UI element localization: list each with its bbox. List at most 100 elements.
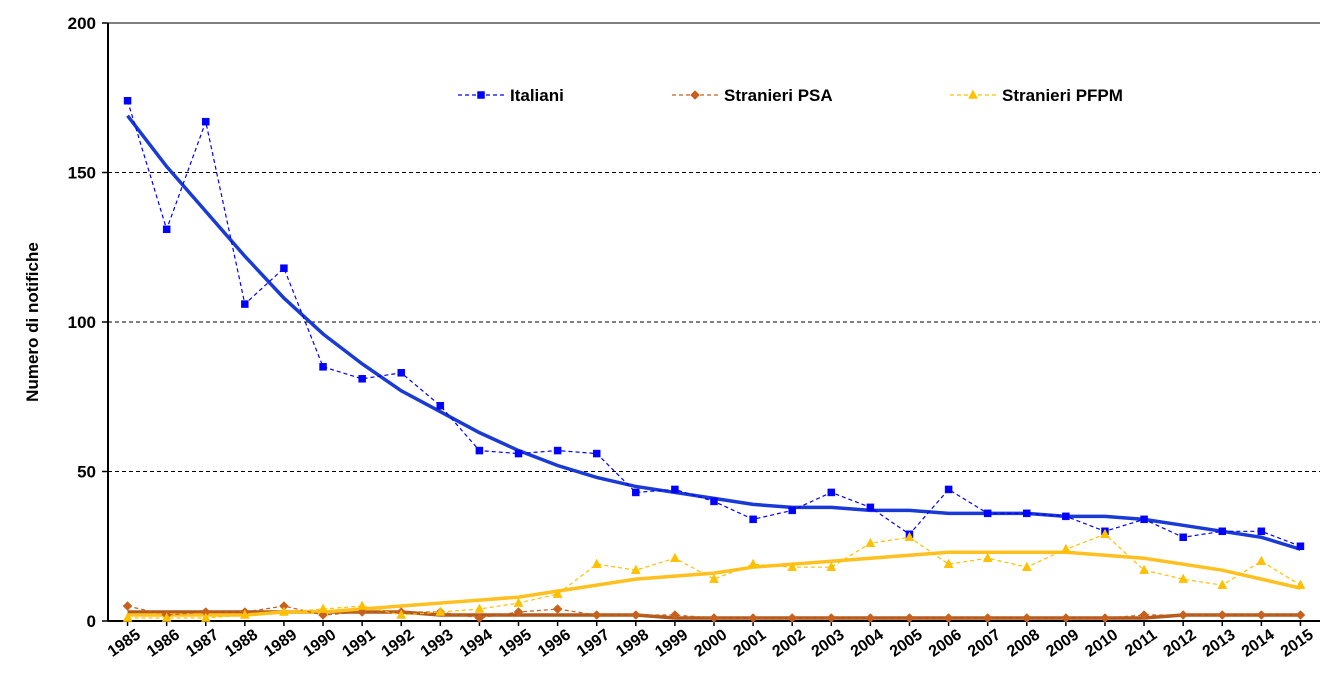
x-tick-label: 1992: [379, 626, 418, 660]
x-tick-label: 2006: [926, 626, 965, 660]
data-point: [122, 601, 133, 611]
data-point: [1296, 542, 1305, 550]
legend-marker: [477, 91, 485, 99]
data-point: [827, 488, 836, 497]
data-point: [1023, 509, 1031, 518]
data-point: [514, 449, 523, 458]
x-tick-label: 2012: [1161, 626, 1200, 660]
legend-label: Stranieri PSA: [724, 86, 833, 105]
data-point: [1139, 610, 1149, 620]
data-point: [865, 613, 876, 623]
y-tick-label: 0: [87, 612, 96, 631]
data-point: [474, 603, 485, 613]
data-point: [552, 604, 563, 614]
data-point: [904, 613, 915, 623]
x-tick-label: 2000: [691, 626, 730, 660]
data-point: [318, 603, 328, 613]
data-point: [1295, 579, 1306, 589]
y-tick-label: 50: [77, 463, 96, 482]
data-point: [397, 369, 405, 377]
data-point: [749, 515, 757, 524]
data-point: [1061, 613, 1071, 623]
data-point: [358, 375, 366, 383]
data-point: [982, 613, 993, 623]
data-point: [787, 561, 798, 571]
data-point: [475, 446, 484, 455]
data-point: [982, 552, 993, 562]
x-tick-label: 2007: [965, 626, 1004, 660]
data-point: [1256, 610, 1267, 620]
x-tick-label: 2001: [730, 626, 769, 660]
data-point: [943, 558, 954, 568]
data-point: [591, 610, 602, 620]
x-tick-label: 2010: [1082, 626, 1121, 660]
data-point: [1179, 533, 1187, 542]
data-point: [241, 300, 249, 308]
x-tick-label: 1997: [574, 626, 613, 660]
x-tick-label: 2014: [1239, 626, 1278, 660]
x-tick-label: 1986: [144, 626, 183, 660]
data-point: [1062, 512, 1070, 521]
data-point: [591, 558, 602, 568]
data-point: [630, 610, 641, 620]
series-line: [126, 100, 1301, 547]
data-point: [709, 573, 719, 583]
x-tick-label: 2005: [887, 626, 926, 660]
x-tick-label: 1989: [261, 626, 300, 660]
data-point: [200, 612, 211, 622]
data-point: [943, 613, 954, 623]
trend-line: [126, 114, 1301, 551]
x-tick-label: 2008: [1004, 626, 1043, 660]
data-point: [279, 606, 289, 616]
data-point: [671, 485, 679, 494]
data-point: [122, 612, 133, 622]
data-point: [552, 588, 563, 598]
data-point: [826, 561, 837, 571]
data-point: [709, 613, 719, 623]
data-point: [632, 488, 640, 497]
x-tick-label: 2002: [770, 626, 809, 660]
data-point: [553, 446, 562, 455]
data-point: [866, 503, 875, 512]
data-point: [826, 613, 837, 623]
data-point: [630, 564, 641, 574]
data-point: [710, 497, 718, 506]
y-axis-label: Numero di notifiche: [23, 242, 42, 402]
x-tick-label: 1998: [613, 626, 652, 660]
x-tick-label: 1990: [300, 626, 339, 660]
data-point: [162, 225, 171, 234]
legend-label: Stranieri PFPM: [1002, 86, 1123, 105]
data-point: [357, 600, 368, 610]
data-point: [1100, 528, 1110, 539]
data-point: [474, 613, 485, 623]
data-point: [396, 609, 407, 619]
x-tick-label: 1994: [457, 626, 496, 660]
x-tick-label: 1987: [183, 626, 222, 660]
data-point: [1060, 543, 1071, 553]
data-point: [161, 612, 172, 622]
data-point: [123, 96, 132, 105]
data-point: [1021, 561, 1032, 571]
data-point: [748, 613, 758, 623]
data-point: [1021, 613, 1032, 623]
trend-line: [127, 550, 1301, 617]
data-point: [319, 363, 327, 371]
data-point: [865, 537, 876, 548]
data-point: [1217, 579, 1228, 589]
y-tick-label: 200: [68, 14, 96, 33]
data-point: [1218, 527, 1227, 536]
x-tick-label: 1991: [340, 626, 379, 660]
legend-label: Italiani: [510, 86, 564, 105]
data-point: [1139, 564, 1149, 574]
y-tick-label: 150: [68, 164, 96, 183]
data-point: [1140, 515, 1148, 524]
x-tick-label: 1985: [105, 626, 144, 660]
y-tick-label: 100: [68, 313, 96, 332]
data-point: [1217, 610, 1228, 620]
data-point: [513, 597, 524, 607]
data-point: [983, 509, 992, 518]
data-point: [592, 449, 601, 458]
data-point: [1257, 527, 1266, 536]
data-point: [669, 552, 680, 562]
